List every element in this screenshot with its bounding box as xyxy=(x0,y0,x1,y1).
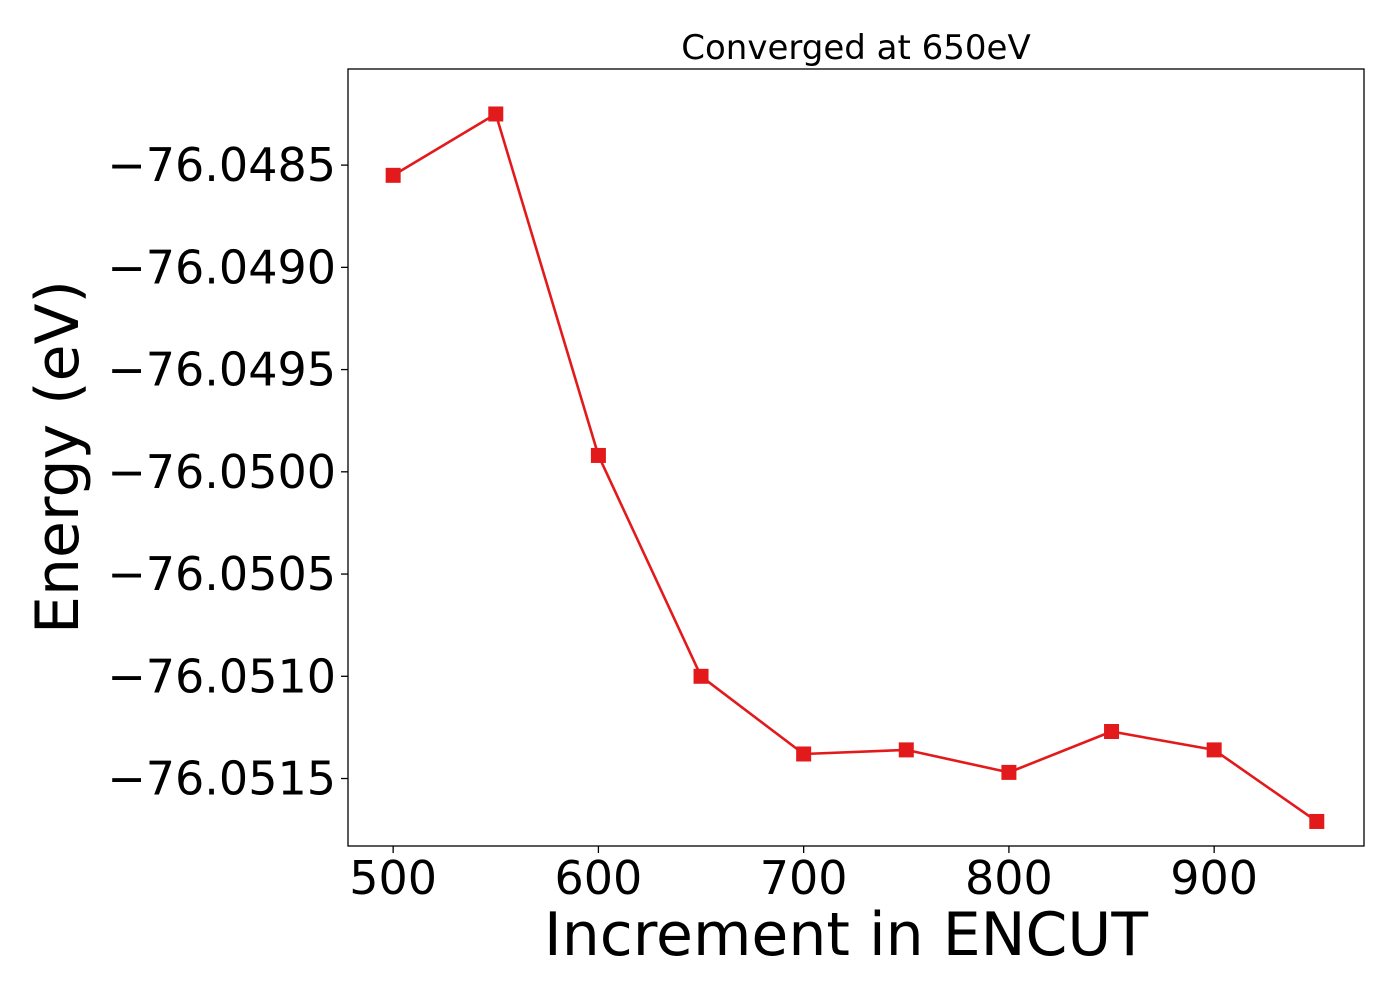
y-tick-label: −76.0505 xyxy=(107,547,336,601)
x-axis-label: Increment in ENCUT xyxy=(544,900,1148,970)
x-tick-label: 700 xyxy=(760,851,848,905)
data-point-marker xyxy=(590,447,606,463)
y-tick-label: −76.0510 xyxy=(107,649,336,703)
y-tick-label: −76.0490 xyxy=(107,240,336,294)
x-tick-label: 800 xyxy=(965,851,1053,905)
x-axis-ticks: 500 600 700 800 900 xyxy=(349,846,1258,905)
data-point-marker xyxy=(1309,813,1325,829)
y-tick-label: −76.0485 xyxy=(107,138,336,192)
chart-title: Converged at 650eV xyxy=(681,28,1030,68)
y-axis-ticks: −76.0485 −76.0490 −76.0495 −76.0500 −76.0505… xyxy=(107,138,348,806)
y-tick-label: −76.0495 xyxy=(107,343,336,397)
y-tick-label: −76.0500 xyxy=(107,445,336,499)
data-point-marker xyxy=(1001,764,1017,780)
y-tick-label: −76.0515 xyxy=(107,752,336,806)
data-point-marker xyxy=(796,746,812,762)
x-tick-label: 900 xyxy=(1170,851,1258,905)
series-line xyxy=(392,112,1318,823)
data-point-marker xyxy=(488,106,504,122)
x-tick-label: 600 xyxy=(555,851,643,905)
y-axis-label: Energy (eV) xyxy=(23,280,93,634)
x-tick-label: 500 xyxy=(349,851,437,905)
data-point-marker xyxy=(898,742,914,758)
data-point-marker xyxy=(1206,742,1222,758)
data-point-marker xyxy=(693,668,709,684)
data-point-marker xyxy=(385,167,401,183)
data-point-marker xyxy=(1104,723,1120,739)
plot-frame xyxy=(347,68,1365,847)
plot-area xyxy=(385,106,1325,829)
